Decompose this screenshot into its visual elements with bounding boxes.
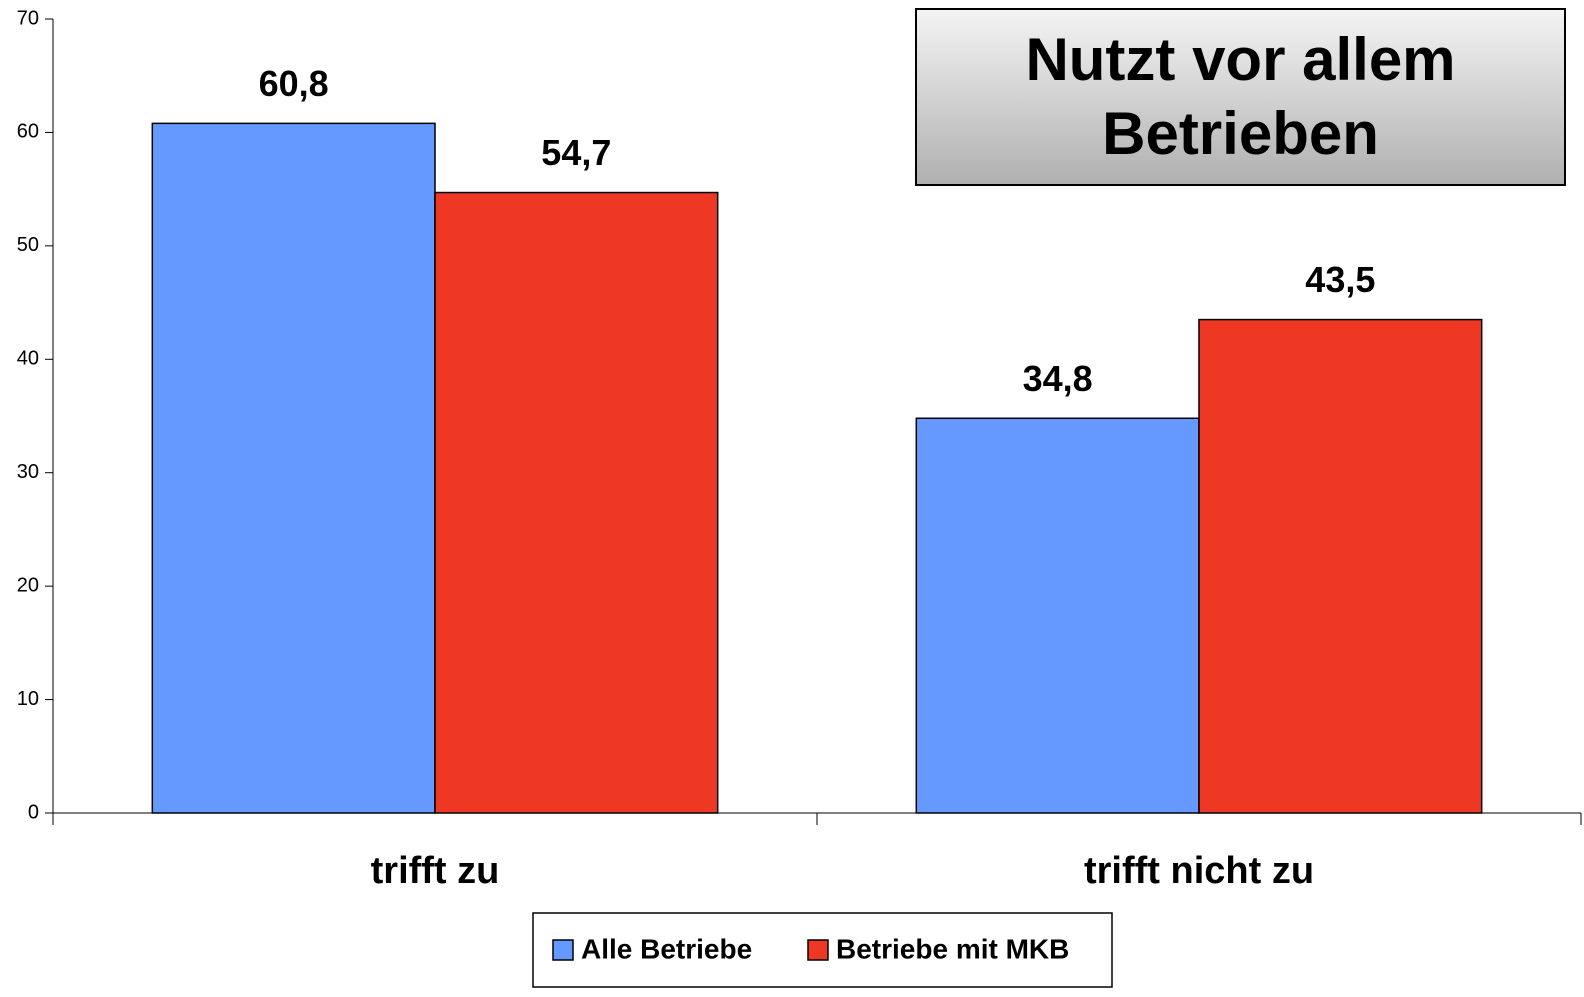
value-label: 54,7 [541,132,611,173]
bar [915,417,1200,814]
y-tick-label: 50 [17,234,39,256]
bar [434,191,719,814]
x-tick-label: trifft zu [371,850,500,892]
bar [1198,318,1483,814]
value-label: 43,5 [1305,259,1375,300]
legend-swatch [807,939,829,961]
bar [151,122,436,814]
legend-swatch [552,939,574,961]
legend-label: Betriebe mit MKB [836,933,1069,964]
y-tick-label: 10 [17,688,39,710]
legend-label: Alle Betriebe [581,933,752,964]
y-tick-label: 60 [17,121,39,143]
value-label: 34,8 [1023,358,1093,399]
y-tick-label: 30 [17,461,39,483]
chart-title: Nutzt vor allem Betrieben [915,8,1566,186]
y-tick-label: 20 [17,574,39,596]
y-tick-label: 0 [28,801,39,823]
x-tick-label: trifft nicht zu [1084,850,1314,892]
y-tick-label: 40 [17,348,39,370]
value-label: 60,8 [259,63,329,104]
y-tick-label: 70 [17,7,39,29]
